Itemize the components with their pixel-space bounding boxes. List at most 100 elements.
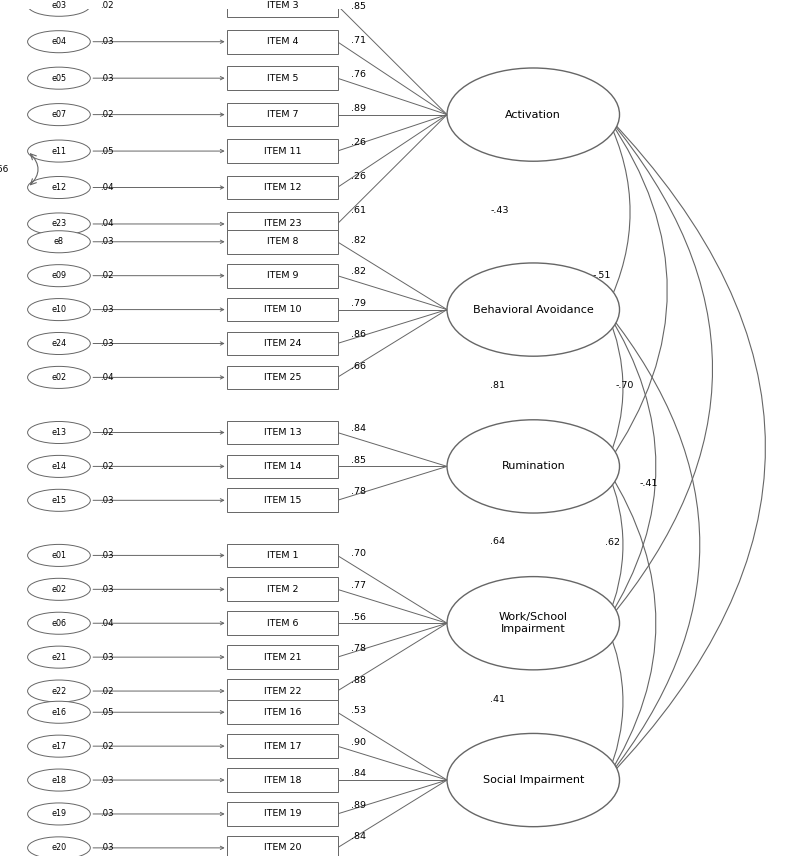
Ellipse shape [27, 104, 90, 125]
Text: .71: .71 [351, 36, 366, 45]
Text: ITEM 20: ITEM 20 [264, 843, 301, 852]
Text: e18: e18 [51, 776, 66, 785]
Text: ITEM 17: ITEM 17 [264, 741, 301, 751]
Text: ITEM 16: ITEM 16 [264, 708, 301, 717]
FancyBboxPatch shape [226, 543, 338, 567]
Text: .03: .03 [101, 74, 114, 83]
Ellipse shape [447, 420, 619, 513]
Text: e16: e16 [51, 708, 66, 717]
FancyBboxPatch shape [226, 139, 338, 163]
Ellipse shape [447, 734, 619, 827]
FancyBboxPatch shape [226, 489, 338, 512]
Text: e01: e01 [51, 551, 66, 560]
Text: .03: .03 [101, 37, 114, 46]
Text: .56: .56 [351, 612, 366, 622]
Text: .02: .02 [101, 1, 114, 10]
Text: ITEM 11: ITEM 11 [264, 146, 301, 156]
FancyBboxPatch shape [226, 612, 338, 635]
Text: ITEM 23: ITEM 23 [263, 220, 302, 228]
Text: .66: .66 [351, 362, 366, 371]
Text: .03: .03 [101, 496, 114, 505]
Ellipse shape [27, 0, 90, 16]
Text: .77: .77 [351, 581, 366, 590]
Text: .85: .85 [351, 3, 366, 11]
Text: e17: e17 [51, 741, 66, 751]
Text: .88: .88 [351, 676, 366, 684]
Text: e22: e22 [51, 687, 66, 695]
Text: .90: .90 [351, 738, 366, 746]
FancyBboxPatch shape [226, 420, 338, 445]
Ellipse shape [27, 836, 90, 859]
Text: .03: .03 [101, 652, 114, 662]
Ellipse shape [27, 421, 90, 444]
Text: .66: .66 [0, 165, 8, 174]
Text: Activation: Activation [506, 110, 562, 119]
Text: .05: .05 [101, 146, 114, 156]
Text: e04: e04 [51, 37, 66, 46]
Ellipse shape [27, 646, 90, 668]
Text: e11: e11 [51, 146, 66, 156]
Text: .78: .78 [351, 487, 366, 497]
Text: .03: .03 [101, 843, 114, 852]
Text: .61: .61 [351, 206, 366, 215]
Text: .03: .03 [101, 551, 114, 560]
Ellipse shape [27, 544, 90, 567]
Text: .89: .89 [351, 801, 366, 810]
FancyBboxPatch shape [226, 67, 338, 90]
Text: .02: .02 [101, 110, 114, 119]
Text: e06: e06 [51, 618, 66, 628]
Text: ITEM 9: ITEM 9 [266, 271, 298, 280]
Text: e05: e05 [51, 74, 66, 83]
Text: ITEM 6: ITEM 6 [266, 618, 298, 628]
Text: e20: e20 [51, 843, 66, 852]
Text: ITEM 2: ITEM 2 [266, 585, 298, 594]
Ellipse shape [27, 140, 90, 162]
Text: .70: .70 [351, 549, 366, 559]
Ellipse shape [27, 67, 90, 89]
FancyBboxPatch shape [226, 768, 338, 792]
Text: e14: e14 [51, 462, 66, 471]
FancyBboxPatch shape [226, 103, 338, 126]
Ellipse shape [27, 579, 90, 600]
Text: ITEM 7: ITEM 7 [266, 110, 298, 119]
Text: e10: e10 [51, 305, 66, 314]
Text: .86: .86 [351, 330, 366, 339]
Text: ITEM 3: ITEM 3 [266, 1, 298, 10]
Ellipse shape [27, 735, 90, 757]
Text: .26: .26 [351, 172, 366, 181]
Text: -.51: -.51 [592, 271, 610, 280]
Text: .64: .64 [490, 536, 505, 546]
Text: .02: .02 [101, 462, 114, 471]
Ellipse shape [27, 680, 90, 702]
Text: -.43: -.43 [490, 206, 509, 215]
Text: .02: .02 [101, 687, 114, 695]
FancyBboxPatch shape [226, 176, 338, 199]
Text: .03: .03 [101, 305, 114, 314]
Text: e07: e07 [51, 110, 66, 119]
Text: e12: e12 [51, 183, 66, 192]
Text: ITEM 1: ITEM 1 [266, 551, 298, 560]
Text: Rumination: Rumination [502, 461, 565, 471]
Text: .79: .79 [351, 299, 366, 308]
Text: Social Impairment: Social Impairment [482, 775, 584, 785]
Text: ITEM 15: ITEM 15 [264, 496, 301, 505]
Text: .82: .82 [351, 267, 366, 276]
Text: .03: .03 [101, 810, 114, 818]
Text: .02: .02 [101, 271, 114, 280]
Ellipse shape [27, 176, 90, 199]
FancyBboxPatch shape [226, 331, 338, 356]
Text: ITEM 19: ITEM 19 [264, 810, 301, 818]
FancyBboxPatch shape [226, 734, 338, 758]
Text: e24: e24 [51, 339, 66, 348]
Text: .03: .03 [101, 776, 114, 785]
Ellipse shape [27, 265, 90, 286]
Text: .03: .03 [101, 339, 114, 348]
Text: e15: e15 [51, 496, 66, 505]
Text: e13: e13 [51, 428, 66, 437]
FancyBboxPatch shape [226, 836, 338, 860]
Text: .84: .84 [351, 769, 366, 778]
Text: .04: .04 [101, 220, 114, 228]
Text: Behavioral Avoidance: Behavioral Avoidance [473, 304, 594, 315]
Ellipse shape [447, 577, 619, 670]
Text: ITEM 12: ITEM 12 [264, 183, 301, 192]
